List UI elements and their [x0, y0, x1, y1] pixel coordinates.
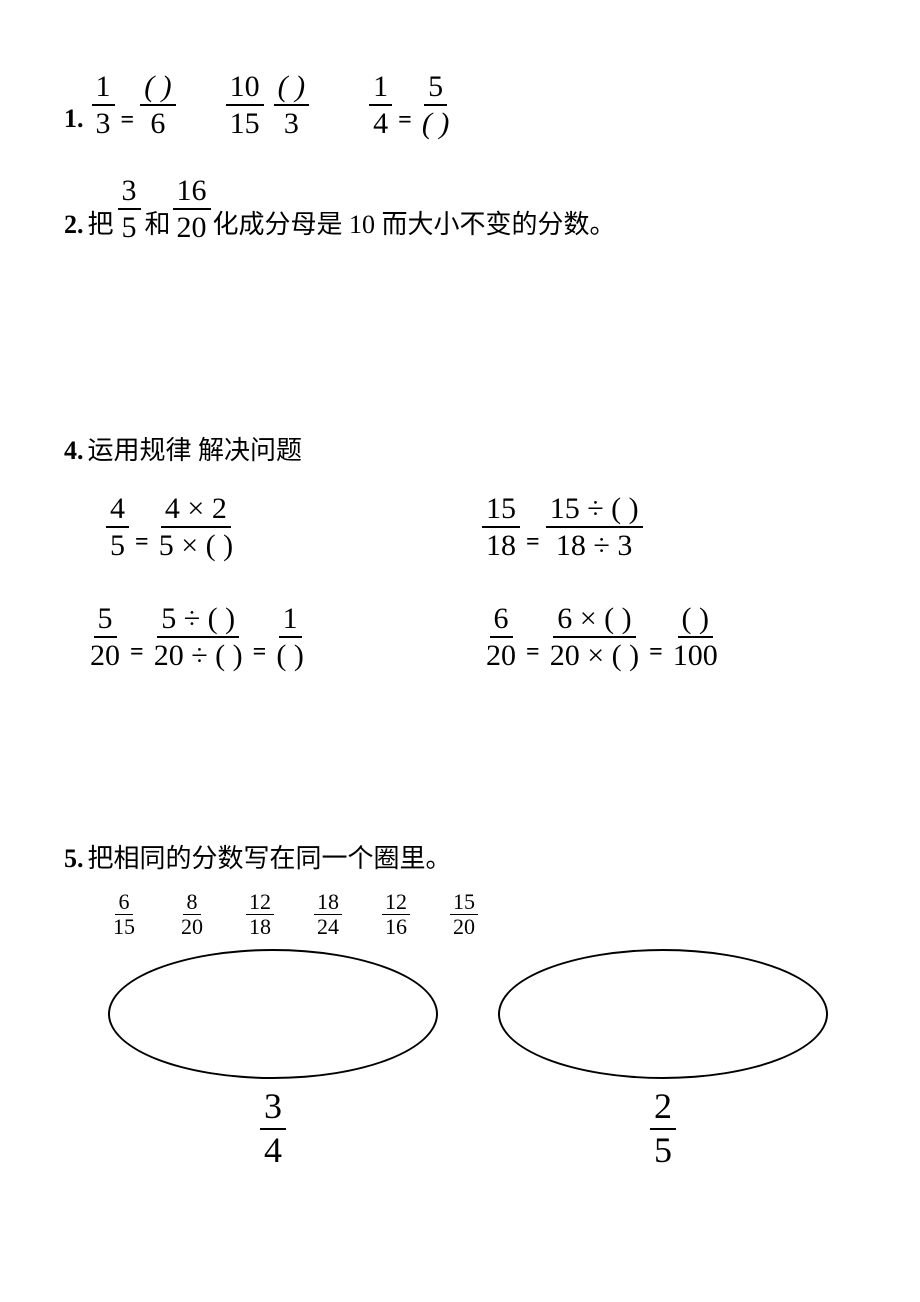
q4c-right: 1 ( ) — [272, 602, 307, 672]
q5-frac-2: 12 18 — [246, 890, 274, 939]
q4: 4. 运用规律 解决问题 4 5 = 4 × 2 5 × ( ) 15 18 =… — [64, 434, 856, 712]
q5-frac-3: 18 24 — [314, 890, 342, 939]
q5-number: 5. — [64, 842, 84, 876]
q4a: 4 5 = 4 × 2 5 × ( ) — [104, 492, 480, 562]
q5-frac-1: 8 20 — [178, 890, 206, 939]
q4d: 6 20 = 6 × ( ) 20 × ( ) = ( ) 100 — [460, 602, 836, 672]
q1c-left: 1 4 — [369, 70, 392, 140]
oval-left — [108, 949, 438, 1079]
q5-left-group: 3 4 — [108, 949, 438, 1170]
q4-number: 4. — [64, 434, 84, 468]
q1c-right: 5 ( ) — [418, 70, 453, 140]
q4c: 5 20 = 5 ÷ ( ) 20 ÷ ( ) = 1 ( ) — [84, 602, 460, 672]
q5-right-frac: 2 5 — [650, 1087, 676, 1170]
q2-text1: 把 — [88, 208, 114, 244]
q4d-right: ( ) 100 — [669, 602, 722, 672]
q1b-left: 10 15 — [226, 70, 264, 140]
q4d-left: 6 20 — [482, 602, 520, 672]
q5-frac-4: 12 16 — [382, 890, 410, 939]
q1a-left: 1 3 — [92, 70, 115, 140]
q5-frac-5: 15 20 — [450, 890, 478, 939]
q4a-left: 4 5 — [106, 492, 129, 562]
q4-title: 运用规律 解决问题 — [88, 434, 303, 468]
q2-frac2: 16 20 — [173, 174, 211, 244]
q2-text3: 化成分母是 10 而大小不变的分数。 — [213, 208, 616, 244]
q4b-left: 15 18 — [482, 492, 520, 562]
q4d-mid: 6 × ( ) 20 × ( ) — [546, 602, 643, 672]
q5-right-group: 2 5 — [498, 949, 828, 1170]
q1b-right: ( ) 3 — [274, 70, 309, 140]
q5: 5. 把相同的分数写在同一个圈里。 6 15 8 20 12 18 18 24 … — [64, 842, 856, 1170]
q2: 2. 把 3 5 和 16 20 化成分母是 10 而大小不变的分数。 — [64, 174, 856, 244]
equals: = — [398, 105, 412, 140]
q1-number: 1. — [64, 102, 84, 140]
q4a-right: 4 × 2 5 × ( ) — [155, 492, 237, 562]
q4b: 15 18 = 15 ÷ ( ) 18 ÷ 3 — [480, 492, 856, 562]
q2-text2: 和 — [145, 208, 171, 244]
q4c-left: 5 20 — [86, 602, 124, 672]
q5-left-frac: 3 4 — [260, 1087, 286, 1170]
q5-title: 把相同的分数写在同一个圈里。 — [88, 842, 452, 876]
q1: 1. 1 3 = ( ) 6 10 15 ( ) 3 1 4 = 5 ( ) — [64, 70, 856, 140]
q5-frac-0: 6 15 — [110, 890, 138, 939]
q2-number: 2. — [64, 208, 84, 244]
equals: = — [121, 105, 135, 140]
q4c-mid: 5 ÷ ( ) 20 ÷ ( ) — [150, 602, 247, 672]
oval-right — [498, 949, 828, 1079]
q2-frac1: 3 5 — [118, 174, 141, 244]
q5-fractions-row: 6 15 8 20 12 18 18 24 12 16 15 20 — [64, 890, 856, 939]
q4b-right: 15 ÷ ( ) 18 ÷ 3 — [546, 492, 643, 562]
q1a-right: ( ) 6 — [140, 70, 175, 140]
